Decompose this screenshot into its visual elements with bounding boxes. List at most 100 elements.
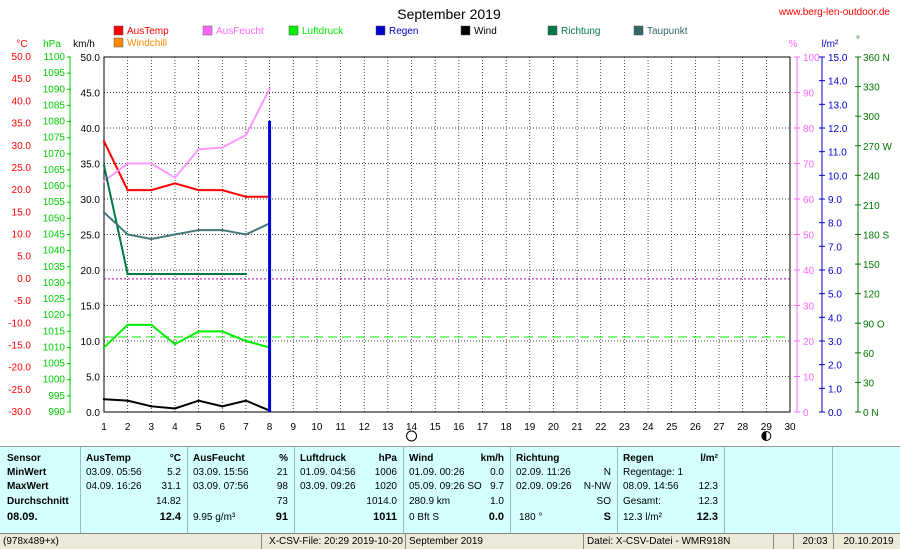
watermark-url[interactable]: www.berg-len-outdoor.de: [778, 7, 891, 18]
richtung-current-value: S: [603, 511, 611, 523]
x-tick-label: 30: [784, 422, 796, 433]
y-axis-labels: 50.0 45.0 40.0 35.0 30.0 25.0 20.0 15.0 10.0 5.0 0…: [8, 52, 892, 419]
legend-label: AusFeucht: [216, 26, 264, 37]
series-point: [173, 176, 177, 179]
x-tick-label: 25: [666, 422, 678, 433]
series-point: [244, 195, 248, 198]
temp-tick-label: -25.0: [8, 385, 31, 396]
stats-table: Sensor MinWert MaxWert Durchschnitt 08.0…: [0, 446, 900, 533]
direction-tick-label: 150: [863, 260, 880, 271]
richtung-avg-value: SO: [596, 496, 611, 507]
austemp-current-value: 12.4: [159, 511, 181, 523]
series-point: [126, 188, 129, 192]
x-tick-label: 17: [477, 422, 489, 433]
pressure-tick-label: 1030: [43, 278, 66, 289]
ausfeucht-max-value: 98: [276, 481, 288, 492]
rain-tick-label: 8.0: [828, 219, 842, 230]
ausfeucht-avg-value: 73: [276, 496, 288, 507]
series-point: [244, 339, 248, 343]
legend-swatch: [202, 25, 213, 36]
wind-tick-label: 25.0: [81, 231, 101, 242]
luftdruck-header: Luftdruck: [300, 453, 347, 464]
chart-series: [102, 87, 272, 413]
rain-tick-label: 1.0: [828, 384, 842, 395]
pressure-tick-label: 1100: [43, 52, 65, 63]
temp-tick-label: -5.0: [14, 296, 32, 307]
pressure-tick-label: 995: [48, 391, 65, 402]
series-point: [197, 399, 200, 402]
direction-unit-label: °: [856, 35, 860, 46]
wind-tick-label: 40.0: [81, 124, 101, 135]
temp-tick-label: -10.0: [8, 318, 31, 329]
temp-tick-label: 0.0: [17, 274, 31, 285]
rain-unit-label: l/m²: [822, 39, 839, 50]
series-point: [221, 146, 224, 149]
legend-label: Regen: [389, 26, 418, 37]
series-point: [150, 237, 153, 241]
humidity-tick-label: 80: [803, 124, 815, 135]
x-tick-label: 3: [149, 422, 155, 433]
col-richtung: Richtung 02.09. 11:26 N 02.09. 09:26 N-N…: [511, 447, 618, 533]
weather-chart: September 2019 www.berg-len-outdoor.de A…: [8, 6, 892, 442]
richtung-header: Richtung: [516, 453, 560, 464]
series-point: [150, 405, 153, 408]
series-point: [244, 399, 248, 402]
wind-tick-label: 30.0: [81, 195, 101, 206]
richtung-min-datetime: 02.09. 11:26: [516, 467, 571, 478]
wind-tick-label: 15.0: [81, 302, 101, 313]
luftdruck-current-value: 1011: [373, 511, 397, 523]
rain-tick-label: 3.0: [828, 337, 842, 348]
pressure-tick-label: 1070: [43, 149, 66, 160]
regen-regentage: Regentage: 1: [623, 467, 684, 478]
direction-tick-label: 30: [863, 378, 875, 389]
direction-tick-label: 0 N: [863, 408, 879, 419]
series-wind: [103, 398, 270, 412]
series-point: [126, 399, 129, 402]
wind-unit: km/h: [480, 453, 504, 464]
rain-tick-label: 10.0: [828, 171, 848, 182]
status-empty: [774, 534, 794, 549]
pressure-tick-label: 1025: [43, 294, 66, 305]
rain-tick-label: 2.0: [828, 361, 842, 372]
sensor-durchschnitt: Durchschnitt: [7, 496, 69, 507]
x-tick-label: 27: [713, 422, 725, 433]
rain-tick-label: 6.0: [828, 266, 842, 277]
x-tick-label: 11: [335, 422, 346, 433]
regen-current-value: 12.3: [696, 511, 718, 523]
temp-tick-label: 35.0: [12, 119, 32, 130]
series-point: [197, 228, 200, 232]
humidity-tick-label: 20: [803, 337, 815, 348]
rain-tick-label: 12.0: [828, 124, 848, 135]
series-point: [221, 405, 224, 408]
series-point: [197, 330, 200, 333]
austemp-min-value: 5.2: [167, 467, 181, 478]
temp-tick-label: -30.0: [8, 407, 31, 418]
col-luftdruck: Luftdruck hPa 01.09. 04:56 1006 03.09. 0…: [295, 447, 404, 533]
series-point: [102, 211, 106, 214]
series-point: [173, 233, 177, 236]
series-point: [244, 233, 248, 236]
series-point: [221, 228, 224, 232]
austemp-unit: °C: [169, 453, 181, 464]
pressure-tick-label: 1005: [43, 359, 66, 370]
series-point: [244, 133, 248, 137]
direction-tick-label: 90 O: [863, 319, 885, 330]
legend-label: Luftdruck: [302, 26, 344, 37]
legend-swatch: [460, 25, 471, 36]
legend-swatch: [113, 37, 124, 48]
rain-tick-label: 15.0: [828, 53, 848, 64]
series-point: [126, 323, 129, 327]
series-point: [221, 188, 224, 192]
regen-unit: l/m²: [700, 453, 718, 464]
x-axis-labels: 1 2 3 4 5 6 7 8 9 10 11 12 13 14 15 16 17 18 19 20 21 22 23 24 2…: [101, 422, 796, 433]
series-point: [150, 188, 153, 192]
ausfeucht-header: AusFeucht: [193, 453, 245, 464]
ausfeucht-max-datetime: 03.09. 07:56: [193, 481, 249, 492]
series-point: [173, 407, 177, 410]
pressure-tick-label: 1020: [43, 310, 66, 321]
rain-tick-label: 13.0: [828, 100, 848, 111]
chart-legend: AusTemp AusFeucht Luftdruck Regen Wind Richtu…: [113, 25, 688, 49]
col-empty-1: [725, 447, 833, 533]
x-tick-label: 28: [737, 422, 749, 433]
direction-tick-label: 300: [863, 112, 880, 123]
